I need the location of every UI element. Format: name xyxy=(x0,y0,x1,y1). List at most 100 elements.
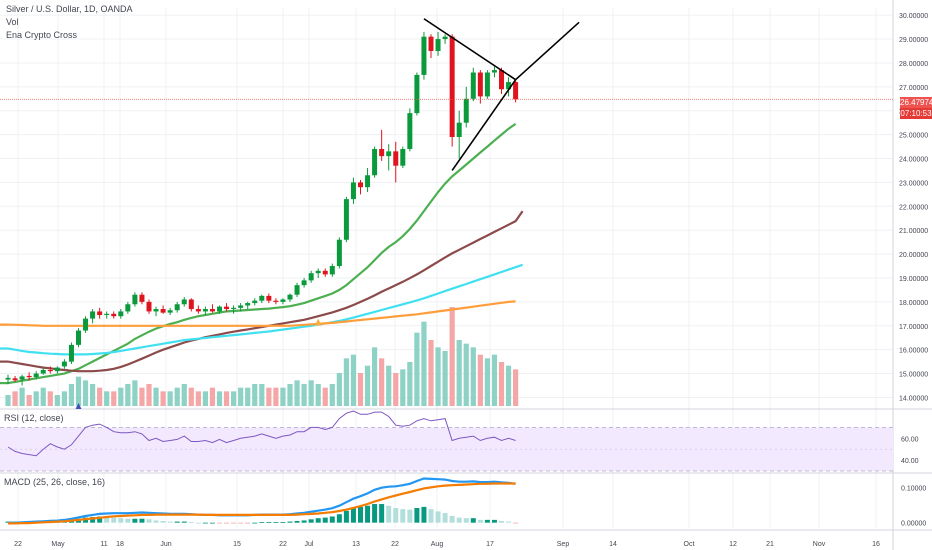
volume-bar xyxy=(400,369,406,406)
candle-body xyxy=(386,151,392,157)
volume-bar xyxy=(498,362,505,406)
volume-bar xyxy=(40,387,46,406)
volume-bar xyxy=(280,387,286,406)
candle-body xyxy=(477,72,483,97)
price-tick-label: 25.00000 xyxy=(899,133,928,140)
candle-body xyxy=(245,303,251,306)
moving-average-line xyxy=(7,122,517,385)
x-tick-label: May xyxy=(51,541,65,548)
macd-histogram-bar xyxy=(153,520,159,523)
volume-bar xyxy=(139,387,145,406)
candle-body xyxy=(174,304,180,311)
macd-legend: MACD (25, 26, close, 16) xyxy=(4,477,106,487)
candle-body xyxy=(266,295,272,301)
macd-histogram-bar xyxy=(463,518,469,523)
macd-histogram-bar xyxy=(308,519,314,523)
macd-histogram-bar xyxy=(252,522,258,524)
price-tick-label: 30.00000 xyxy=(899,13,928,20)
candle-body xyxy=(393,151,399,166)
volume-bar xyxy=(61,391,67,406)
price-tick-label: 27.00000 xyxy=(899,85,928,92)
volume-legend: Vol xyxy=(6,17,19,27)
candle-body xyxy=(506,82,512,90)
buy-signal-marker xyxy=(75,403,82,409)
volume-bar xyxy=(104,391,110,406)
candle-body xyxy=(407,113,413,149)
macd-histogram-bar xyxy=(111,517,117,523)
price-tick-label: 28.00000 xyxy=(899,61,928,68)
macd-histogram-bar xyxy=(470,518,476,523)
candle-body xyxy=(315,270,321,274)
volume-bar xyxy=(364,365,371,406)
rsi-legend: RSI (12, close) xyxy=(4,413,64,423)
volume-bar xyxy=(336,373,342,406)
volume-bar xyxy=(315,384,321,406)
candle-body xyxy=(111,313,117,317)
price-tick-label: 21.00000 xyxy=(899,228,928,235)
volume-bar xyxy=(301,384,307,406)
macd-histogram-bar xyxy=(506,521,512,523)
volume-bar xyxy=(33,391,39,406)
macd-histogram-bar xyxy=(400,509,406,523)
macd-histogram-bar xyxy=(301,520,307,523)
macd-histogram-bar xyxy=(379,504,385,523)
candle-body xyxy=(33,373,39,378)
candle-body xyxy=(421,36,427,75)
candle-body xyxy=(26,375,32,378)
macd-histogram-bar xyxy=(315,518,321,523)
volume-bar xyxy=(407,362,413,406)
macd-histogram-bar xyxy=(209,522,215,524)
macd-histogram-bar xyxy=(231,522,237,524)
macd-histogram-bar xyxy=(393,508,399,523)
candle-body xyxy=(513,82,519,100)
macd-histogram-bar xyxy=(104,517,110,523)
candle-body xyxy=(287,294,293,300)
volume-bar xyxy=(266,387,272,406)
macd-histogram-bar xyxy=(139,518,145,523)
volume-bar xyxy=(393,373,399,406)
candle-body xyxy=(280,299,286,302)
macd-histogram-bar xyxy=(132,518,138,523)
candle-body xyxy=(40,369,46,374)
candle-body xyxy=(118,311,124,317)
candle-body xyxy=(329,266,335,275)
macd-histogram-bar xyxy=(188,522,194,523)
price-tick-label: 22.00000 xyxy=(899,204,928,211)
candle-body xyxy=(499,70,504,90)
volume-bar xyxy=(273,387,279,406)
macd-histogram-bar xyxy=(273,522,279,523)
volume-bar xyxy=(97,387,103,406)
volume-bar xyxy=(202,391,208,406)
volume-bar xyxy=(329,384,335,406)
volume-bar xyxy=(82,380,89,406)
volume-bar xyxy=(252,384,258,406)
candle-body xyxy=(484,72,490,97)
volume-bar xyxy=(350,354,357,406)
price-tick-label: 29.00000 xyxy=(899,37,928,44)
candle-body xyxy=(365,175,371,188)
x-tick-label: 17 xyxy=(486,541,494,548)
x-tick-label: 22 xyxy=(279,541,287,548)
macd-histogram-bar xyxy=(350,508,356,523)
candle-body xyxy=(5,377,11,380)
candle-body xyxy=(83,318,89,331)
candle-body xyxy=(400,148,406,166)
macd-histogram-bar xyxy=(266,522,272,523)
macd-histogram-bar xyxy=(513,522,519,524)
price-tick-label: 14.00000 xyxy=(899,395,928,402)
candle-body xyxy=(322,270,328,275)
macd-histogram-bar xyxy=(202,522,208,524)
candle-body xyxy=(19,376,25,380)
candle-body xyxy=(68,344,74,362)
volume-bar xyxy=(343,358,349,406)
x-tick-label: Nov xyxy=(813,541,826,548)
macd-histogram-bar xyxy=(435,511,441,523)
candle-body xyxy=(54,367,60,372)
volume-bar xyxy=(456,340,462,406)
candle-body xyxy=(12,378,18,381)
rsi-tick-label: 40.00 xyxy=(901,458,919,465)
macd-histogram-bar xyxy=(167,521,173,523)
volume-bar xyxy=(146,384,152,406)
price-tick-label: 15.00000 xyxy=(899,372,928,379)
